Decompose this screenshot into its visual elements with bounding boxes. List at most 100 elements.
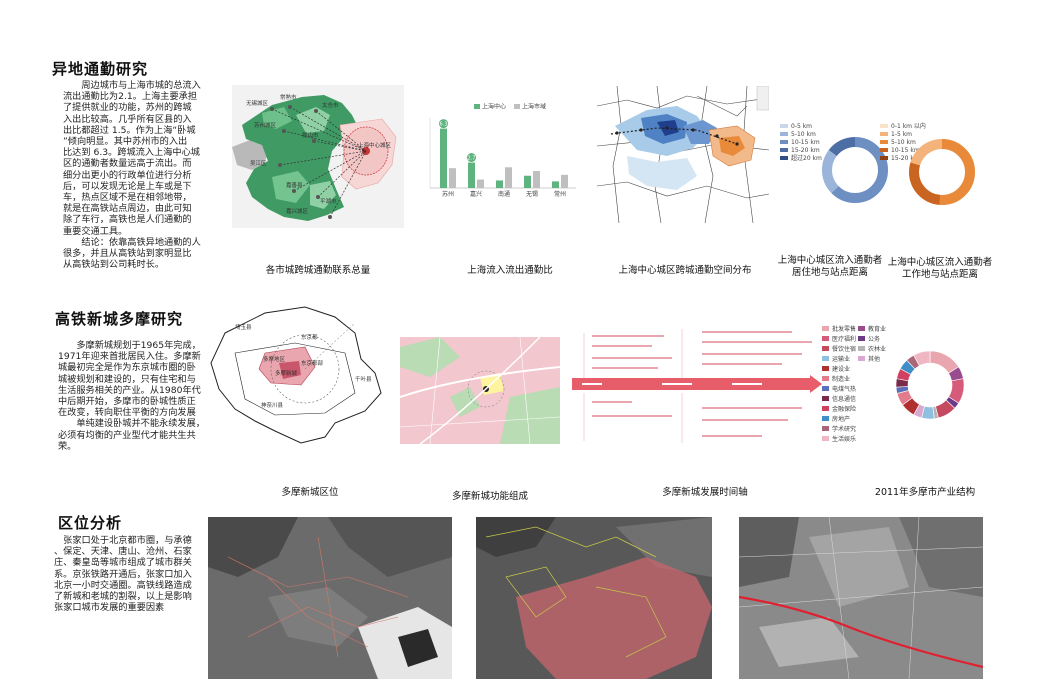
map-label: 东京都部	[301, 359, 324, 367]
legend-swatch	[514, 104, 520, 109]
legend-label: 0-5 km	[791, 123, 812, 130]
text-line: 必须有均衡的产业型代才能共生共	[58, 429, 196, 441]
legend-label: 运输业	[832, 355, 850, 363]
legend-label: 建设业	[832, 365, 850, 373]
bar	[477, 179, 484, 188]
workplace-distance-donut: 0-1 km 以内 1-5 km 5-10 km 10-15 km 15-20 km	[880, 120, 1000, 220]
legend-swatch	[822, 396, 829, 401]
bar	[533, 171, 540, 188]
legend-swatch	[822, 336, 829, 341]
text-line: 区的通勤者数量远高于流出。而	[63, 158, 192, 170]
bar	[449, 168, 456, 188]
text-line: 1971年迎来首批居民入住。多摩新	[58, 351, 201, 363]
map-label: 多摩新城	[275, 369, 298, 377]
legend-swatch	[780, 148, 788, 152]
legend-swatch	[858, 326, 865, 331]
donut1-caption: 上海中心城区流入通勤者 居住地与站点距离	[777, 255, 883, 278]
text-line: 入出比较高。几乎所有区县的入	[63, 113, 192, 125]
od-commute-map	[597, 86, 769, 223]
legend-swatch	[822, 366, 829, 371]
tama-function-map	[400, 337, 560, 444]
bar	[552, 181, 559, 188]
satellite-region-image	[208, 517, 452, 679]
industry-legend: 批发零售 教育业 医疗福利 公务 餐饮住宿 农林业 运输业 其他 建设业 制造业 电煤气热 信息通信金…	[822, 322, 942, 452]
text-line: 庄、秦皇岛等城市组成了城市群关	[54, 557, 192, 569]
legend-swatch	[858, 346, 865, 351]
data-label: 6.3	[440, 122, 448, 128]
section1-text: 周边城市与上海市城的总流入 流出通勤比为2.1。上海主要承担 了提供就业的功能，苏州…	[63, 80, 213, 270]
legend-label: 10-15 km	[791, 139, 820, 146]
map-label: 埼玉县	[235, 323, 252, 331]
tick-label: 苏州	[442, 190, 454, 198]
industry-slice	[913, 350, 931, 367]
tick-label: 嘉兴	[470, 190, 482, 198]
legend-swatch	[880, 132, 888, 136]
bar-caption: 上海流入流出通勤比	[467, 265, 553, 276]
map-label: 东京都	[301, 333, 318, 341]
text-line: 多摩新城规划于1965年完成，	[58, 340, 201, 351]
bar	[524, 175, 531, 188]
legend-label: 教育业	[868, 325, 886, 333]
text-line: 出比都超过 1.5。作为上海“卧城	[63, 124, 196, 136]
legend-label: 上海中心	[482, 103, 506, 111]
legend-swatch	[780, 132, 788, 136]
map-label: 嘉善县	[286, 181, 303, 189]
legend-label: 生活娱乐	[832, 435, 856, 443]
map-label: 太仓市	[322, 101, 339, 109]
commute-links-map: 无锡城区 常熟市 太仓市 苏州城区 昆山市 上海中心城区 吴江区 嘉善县 平湖市…	[232, 85, 404, 228]
tick-label: 无锡	[526, 190, 538, 198]
map-label: 上海中心城区	[358, 141, 392, 149]
legend-label: 公务	[868, 335, 880, 343]
section2-title: 高铁新城多摩研究	[55, 310, 184, 328]
tama-timeline	[572, 323, 832, 448]
legend-label: 15-20 km	[891, 155, 920, 162]
map-label: 神奈川县	[261, 401, 284, 409]
legend-label: 电煤气热	[832, 385, 856, 393]
text-line: 就是在高铁站点周边，由此可知	[63, 203, 192, 215]
function-caption: 多摩新城功能组成	[451, 491, 528, 502]
legend-swatch	[780, 140, 788, 144]
legend-label: 5-10 km	[891, 139, 916, 146]
section3-title: 区位分析	[58, 514, 123, 532]
tick-label: 南通	[498, 190, 510, 198]
text-line: 城被规划和建设的，只有住宅和与	[58, 373, 196, 385]
map-caption: 各市城跨城通勤联系总量	[265, 265, 371, 276]
bar	[440, 128, 447, 188]
industry-donut	[890, 345, 970, 425]
legend-label: 金融保险	[832, 405, 856, 413]
text-line: 除了车行，高铁也是人们通勤的	[63, 214, 192, 226]
section1-title: 异地通勤研究	[52, 60, 149, 78]
section3-text: 张家口处于北京都市圈，与承德 、保定、天津、唐山、沧州、石家 庄、秦皇岛等城市组成了…	[54, 535, 204, 613]
legend-label: 批发零售	[832, 325, 856, 333]
industry-caption: 2011年多摩市产业结构	[874, 487, 976, 498]
map-label: 嘉兴城区	[286, 207, 309, 215]
map-label: 吴江区	[250, 160, 267, 167]
text-line: 单纯建设卧城并不能永续发展，	[58, 418, 205, 430]
legend-swatch	[822, 406, 829, 411]
satellite-city-image	[476, 517, 712, 679]
legend-label: 超过20 km	[791, 154, 822, 162]
legend-swatch	[822, 436, 829, 441]
text-line: 从高铁站到公司耗时长。	[63, 259, 165, 271]
legend-label: 其他	[868, 355, 880, 363]
tick-label: 常州	[554, 190, 566, 198]
text-line: 张家口处于北京都市圈，与承德	[54, 535, 192, 546]
text-line: 中后期开始，多摩市的卧城性质正	[58, 396, 196, 408]
map-label: 多摩地区	[263, 355, 286, 363]
legend-swatch	[822, 356, 829, 361]
data-label: 2.7	[468, 156, 476, 162]
location-caption: 多摩新城区位	[281, 487, 339, 498]
text-line: 系。京张铁路开通后，张家口加入	[54, 568, 192, 580]
legend-label: 制造业	[832, 375, 850, 383]
legend-label: 房地产	[832, 415, 850, 423]
text-line: 很多，并且从高铁站到家明显比	[63, 248, 192, 260]
legend-label: 学术研究	[832, 425, 856, 433]
legend-swatch	[822, 416, 829, 421]
legend-swatch	[858, 336, 865, 341]
text-line: 重要交通工具。	[63, 225, 128, 237]
legend-swatch	[822, 346, 829, 351]
donut2-caption: 上海中心城区流入通勤者 工作地与站点距离	[887, 257, 993, 280]
text-line: 在改变，转向职住平衡的方向发展	[58, 407, 196, 419]
map-label: 昆山市	[302, 131, 319, 139]
map-label: 苏州城区	[254, 121, 277, 129]
